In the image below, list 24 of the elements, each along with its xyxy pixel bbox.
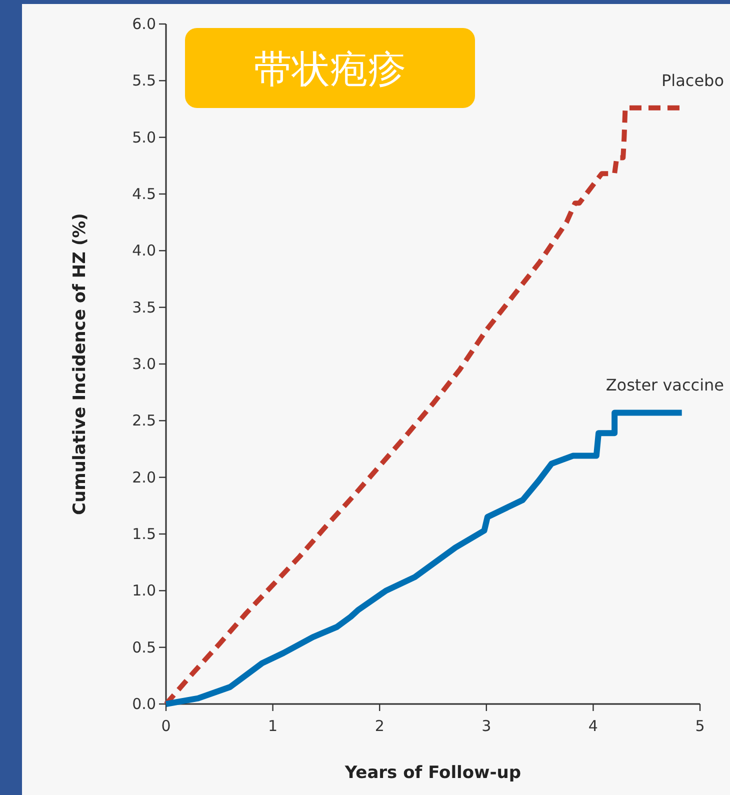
y-tick-label: 6.0 bbox=[132, 15, 156, 33]
y-tick-label: 1.5 bbox=[132, 525, 156, 543]
x-tick-label: 1 bbox=[268, 717, 278, 735]
y-axis-title: Cumulative Incidence of HZ (%) bbox=[70, 213, 90, 515]
y-tick-label: 2.5 bbox=[132, 412, 156, 430]
x-axis-title: Years of Follow-up bbox=[344, 763, 522, 783]
series-label: Zoster vaccine bbox=[606, 376, 724, 395]
y-tick-label: 0.0 bbox=[132, 695, 156, 713]
y-tick-label: 3.5 bbox=[132, 298, 156, 316]
x-tick-label: 2 bbox=[374, 717, 384, 735]
y-tick-label: 0.5 bbox=[132, 638, 156, 656]
x-tick-label: 0 bbox=[161, 717, 171, 735]
series-label: Placebo bbox=[662, 70, 724, 90]
y-tick-label: 4.0 bbox=[132, 242, 156, 260]
y-tick-label: 2.0 bbox=[132, 468, 156, 486]
x-tick-label: 3 bbox=[482, 717, 492, 735]
y-tick-label: 5.5 bbox=[132, 72, 156, 90]
y-tick-label: 4.5 bbox=[132, 185, 156, 203]
x-tick-label: 4 bbox=[588, 717, 598, 735]
x-tick-label: 5 bbox=[695, 717, 705, 735]
y-tick-label: 5.0 bbox=[132, 128, 156, 146]
y-tick-label: 1.0 bbox=[132, 582, 156, 600]
title: 带状疱疹 bbox=[185, 28, 475, 108]
y-tick-label: 3.0 bbox=[132, 355, 156, 373]
